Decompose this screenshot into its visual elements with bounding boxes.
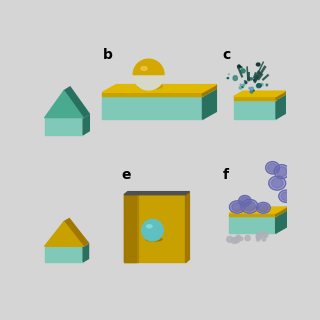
Polygon shape xyxy=(234,97,276,100)
Ellipse shape xyxy=(239,237,243,241)
Ellipse shape xyxy=(141,67,147,70)
Ellipse shape xyxy=(269,176,286,190)
Polygon shape xyxy=(276,91,285,100)
Ellipse shape xyxy=(262,237,266,241)
Ellipse shape xyxy=(257,84,261,87)
Ellipse shape xyxy=(239,196,251,206)
Ellipse shape xyxy=(244,201,255,211)
Polygon shape xyxy=(234,94,285,100)
Ellipse shape xyxy=(281,192,292,201)
Ellipse shape xyxy=(249,88,251,89)
Ellipse shape xyxy=(253,90,254,91)
Ellipse shape xyxy=(266,84,268,86)
Ellipse shape xyxy=(243,86,244,87)
Polygon shape xyxy=(276,94,285,119)
Polygon shape xyxy=(64,87,89,118)
Ellipse shape xyxy=(274,165,290,179)
Ellipse shape xyxy=(229,201,245,213)
Polygon shape xyxy=(102,88,216,96)
Ellipse shape xyxy=(245,81,247,84)
Ellipse shape xyxy=(256,233,262,239)
Ellipse shape xyxy=(254,79,255,81)
Ellipse shape xyxy=(256,234,261,239)
Ellipse shape xyxy=(238,65,240,68)
Polygon shape xyxy=(102,92,203,96)
Polygon shape xyxy=(45,91,83,118)
Ellipse shape xyxy=(271,178,283,188)
Polygon shape xyxy=(234,91,285,97)
Polygon shape xyxy=(45,222,83,246)
Ellipse shape xyxy=(250,90,253,93)
Ellipse shape xyxy=(256,63,260,66)
Polygon shape xyxy=(276,210,286,233)
Ellipse shape xyxy=(259,204,268,212)
Ellipse shape xyxy=(234,237,240,243)
Polygon shape xyxy=(186,192,189,262)
Ellipse shape xyxy=(257,84,261,88)
Ellipse shape xyxy=(142,219,163,241)
Ellipse shape xyxy=(250,87,253,90)
Ellipse shape xyxy=(279,190,294,203)
Polygon shape xyxy=(45,246,83,262)
Ellipse shape xyxy=(231,237,237,244)
Polygon shape xyxy=(229,213,276,216)
Polygon shape xyxy=(64,219,89,246)
Polygon shape xyxy=(229,210,286,216)
Polygon shape xyxy=(83,243,89,262)
Ellipse shape xyxy=(236,235,240,239)
Ellipse shape xyxy=(241,69,245,73)
Ellipse shape xyxy=(241,199,258,213)
Polygon shape xyxy=(83,114,89,135)
Polygon shape xyxy=(102,96,203,119)
Ellipse shape xyxy=(227,77,228,79)
Ellipse shape xyxy=(257,238,260,241)
Ellipse shape xyxy=(266,162,279,174)
Ellipse shape xyxy=(241,67,242,68)
Ellipse shape xyxy=(276,167,287,176)
Ellipse shape xyxy=(233,76,237,81)
Ellipse shape xyxy=(256,203,270,213)
Polygon shape xyxy=(124,195,138,262)
Wedge shape xyxy=(133,59,164,75)
Ellipse shape xyxy=(255,76,258,79)
Text: f: f xyxy=(222,168,228,182)
Ellipse shape xyxy=(133,59,164,90)
Ellipse shape xyxy=(242,86,243,88)
Ellipse shape xyxy=(240,84,241,85)
Ellipse shape xyxy=(243,84,244,85)
Ellipse shape xyxy=(138,83,163,89)
Ellipse shape xyxy=(147,225,152,228)
Ellipse shape xyxy=(264,233,268,237)
Polygon shape xyxy=(124,195,135,262)
Polygon shape xyxy=(102,84,216,92)
Polygon shape xyxy=(229,216,276,233)
Polygon shape xyxy=(45,118,83,135)
Polygon shape xyxy=(124,195,186,262)
Ellipse shape xyxy=(245,236,250,241)
Polygon shape xyxy=(124,192,189,195)
Ellipse shape xyxy=(228,74,229,75)
Text: b: b xyxy=(102,48,112,62)
Ellipse shape xyxy=(227,236,233,242)
Ellipse shape xyxy=(261,84,263,86)
Polygon shape xyxy=(203,88,216,119)
Ellipse shape xyxy=(244,81,245,82)
Ellipse shape xyxy=(248,78,253,80)
Ellipse shape xyxy=(261,232,266,236)
Polygon shape xyxy=(45,114,89,118)
Polygon shape xyxy=(229,207,286,213)
Text: e: e xyxy=(121,168,130,182)
Polygon shape xyxy=(276,207,286,216)
Polygon shape xyxy=(234,100,276,119)
Ellipse shape xyxy=(232,203,243,211)
Ellipse shape xyxy=(241,197,249,205)
Ellipse shape xyxy=(146,237,162,241)
Ellipse shape xyxy=(268,164,277,172)
Text: c: c xyxy=(222,48,231,62)
Polygon shape xyxy=(45,243,89,246)
Polygon shape xyxy=(203,84,216,96)
Ellipse shape xyxy=(239,86,242,89)
